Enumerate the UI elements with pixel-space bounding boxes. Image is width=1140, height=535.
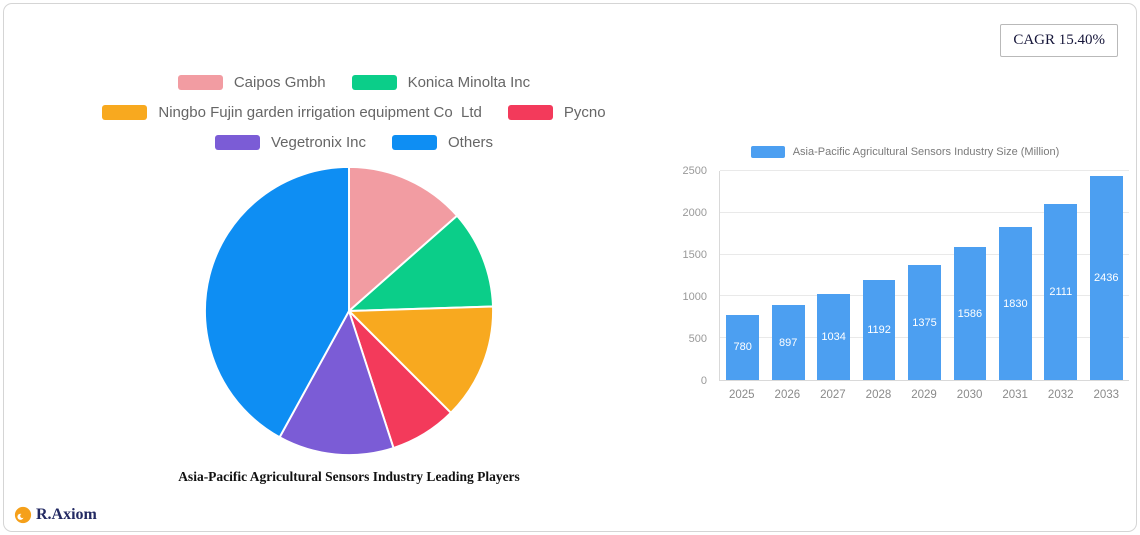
cagr-badge: CAGR 15.40%	[1000, 24, 1118, 57]
bar-cell: 1192	[856, 171, 901, 380]
bar-value-label: 1586	[957, 307, 983, 320]
legend-swatch	[351, 75, 397, 90]
bar-2025[interactable]: 780	[726, 314, 760, 380]
bar-value-label: 2436	[1093, 272, 1119, 285]
y-tick-label: 2000	[682, 207, 707, 219]
bar-legend[interactable]: Asia-Pacific Agricultural Sensors Indust…	[677, 146, 1133, 158]
bar-cell: 897	[765, 171, 810, 380]
legend-label: Pycno	[563, 104, 606, 121]
bar-yaxis: 0 500 1000 1500 2000 2500	[677, 165, 713, 387]
x-tick-label: 2026	[774, 389, 801, 401]
x-tick-label: 2032	[1047, 389, 1074, 401]
pie-legend-item-ningbo-fujin-garden-irrigation-equipment-co-ltd[interactable]: Ningbo Fujin garden irrigation equipment…	[102, 104, 482, 121]
bar-2033[interactable]: 2436	[1089, 176, 1123, 380]
bar-cell: 1375	[902, 171, 947, 380]
pie-slice-caipos-gmbh[interactable]	[348, 165, 459, 312]
bar-value-label: 2111	[1049, 285, 1073, 298]
bar-2029[interactable]: 1375	[908, 265, 941, 380]
y-tick-label: 2500	[682, 165, 707, 177]
gridline	[720, 253, 1129, 255]
x-tick-label: 2031	[1002, 389, 1028, 401]
legend-swatch	[392, 135, 438, 150]
y-tick-label: 0	[700, 375, 707, 387]
gridline	[720, 211, 1129, 213]
x-tick-label: 2029	[911, 389, 937, 401]
legend-swatch	[214, 135, 260, 150]
bar-series: 780 897 1034 1192 1375 1586 1830 2111 2436	[720, 171, 1129, 380]
legend-swatch	[102, 105, 148, 120]
pie-slice-others[interactable]	[203, 165, 350, 439]
y-tick-label: 1500	[682, 249, 707, 261]
x-tick-label: 2028	[865, 389, 892, 401]
axiom-logo-icon	[14, 506, 32, 524]
pie-legend-item-pycno[interactable]: Pycno	[507, 104, 606, 121]
y-tick-label: 1000	[682, 291, 707, 303]
pie-slice-konica-minolta-inc[interactable]	[348, 214, 494, 312]
pie-legend-item-caipos-gmbh[interactable]: Caipos Gmbh	[177, 74, 326, 91]
bar-cell: 2111	[1038, 171, 1083, 380]
bar-legend-swatch	[750, 146, 785, 158]
x-tick-label: 2030	[956, 389, 983, 401]
bar-cell: 1830	[993, 171, 1038, 380]
x-tick-label: 2025	[728, 389, 755, 401]
legend-label: Others	[448, 134, 494, 151]
bar-2027[interactable]: 1034	[817, 293, 850, 380]
bar-cell: 1034	[811, 171, 856, 380]
cagr-label: CAGR 15.40%	[1013, 32, 1105, 48]
gridline	[720, 170, 1129, 171]
chart-card: CAGR 15.40% Caipos Gmbh Konica Minolta In…	[3, 3, 1137, 532]
bar-chart: Asia-Pacific Agricultural Sensors Indust…	[677, 146, 1133, 408]
logo-text: R.Axiom	[36, 506, 97, 523]
bar-cell: 1586	[947, 171, 992, 380]
bar-2026[interactable]: 897	[771, 305, 805, 380]
bar-legend-label: Asia-Pacific Agricultural Sensors Indust…	[792, 146, 1060, 158]
bar-value-label: 1375	[912, 316, 937, 329]
bar-2032[interactable]: 2111	[1044, 203, 1078, 380]
bar-2028[interactable]: 1192	[862, 280, 896, 380]
pie-slice-vegetronix-inc[interactable]	[278, 310, 395, 456]
legend-swatch	[177, 75, 223, 90]
bar-cell: 780	[720, 171, 765, 380]
bar-value-label: 780	[733, 341, 752, 354]
x-tick-label: 2027	[820, 389, 846, 401]
legend-label: Ningbo Fujin garden irrigation equipment…	[158, 104, 482, 121]
logo: R.Axiom	[14, 506, 97, 524]
pie-chart-svg[interactable]	[202, 164, 496, 458]
bar-value-label: 897	[778, 336, 798, 349]
pie-legend-item-others[interactable]: Others	[392, 134, 493, 151]
pie-legend: Caipos Gmbh Konica Minolta Inc Ningbo Fuji…	[59, 74, 649, 151]
bar-value-label: 1830	[1003, 297, 1028, 310]
bar-value-label: 1192	[867, 324, 891, 337]
x-tick-label: 2033	[1093, 389, 1120, 401]
bar-cell: 2436	[1084, 171, 1129, 380]
legend-swatch	[507, 105, 553, 120]
y-tick-label: 500	[688, 333, 707, 345]
pie-slice-ningbo-fujin-garden-irrigation-equipment-co-ltd[interactable]	[348, 305, 494, 414]
legend-label: Konica Minolta Inc	[407, 74, 531, 91]
bar-2030[interactable]: 1586	[953, 247, 987, 380]
pie-chart-title: Asia-Pacific Agricultural Sensors Indust…	[178, 469, 520, 484]
bar-2031[interactable]: 1830	[998, 227, 1032, 380]
bar-value-label: 1034	[821, 330, 846, 343]
legend-label: Caipos Gmbh	[233, 74, 326, 91]
legend-label: Vegetronix Inc	[270, 134, 367, 151]
bar-xaxis: 2025 2026 2027 2028 2029 2030 2031 2032 2033	[719, 389, 1129, 401]
bar-plot: 780 897 1034 1192 1375 1586 1830 2111 2436	[719, 170, 1129, 381]
pie-legend-item-konica-minolta-inc[interactable]: Konica Minolta Inc	[351, 74, 531, 91]
pie-legend-item-vegetronix-inc[interactable]: Vegetronix Inc	[214, 134, 367, 151]
